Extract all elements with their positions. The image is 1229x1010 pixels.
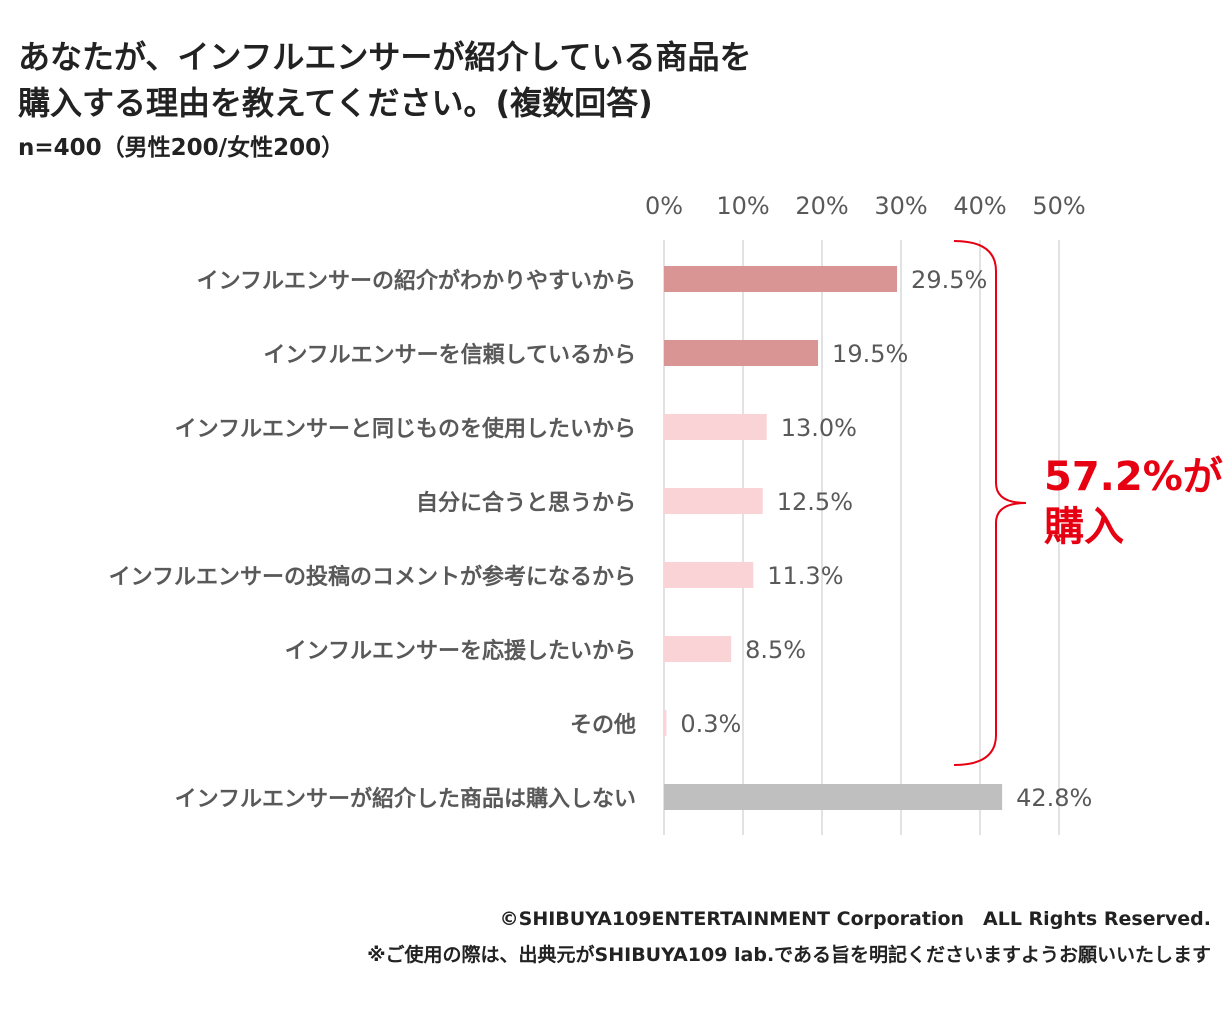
category-label: インフルエンサーの紹介がわかりやすいから	[197, 268, 636, 294]
bar	[664, 340, 819, 366]
annotation-line1: 57.2%が	[1044, 454, 1223, 500]
copyright-notice: ©SHIBUYA109ENTERTAINMENT Corporation ALL…	[499, 908, 1211, 930]
value-label: 12.5%	[777, 488, 853, 516]
bar	[664, 784, 1003, 810]
x-tick-label: 40%	[953, 192, 1006, 220]
category-label: その他	[570, 713, 636, 738]
bar	[664, 636, 732, 662]
value-label: 19.5%	[832, 340, 908, 368]
category-label: インフルエンサーの投稿のコメントが参考になるから	[109, 564, 636, 590]
value-label: 11.3%	[767, 562, 843, 590]
x-tick-label: 0%	[645, 192, 683, 220]
value-label: 0.3%	[680, 710, 741, 738]
bar-chart: 0% 10% 20% 30% 40% 50% インフルエンサーの紹介がわかりやすいからイン…	[109, 192, 1223, 835]
category-label: インフルエンサーを応援したいから	[285, 638, 636, 664]
category-label: インフルエンサーが紹介した商品は購入しない	[175, 786, 636, 812]
value-label: 42.8%	[1016, 784, 1092, 812]
bar	[664, 266, 898, 292]
bar	[664, 710, 667, 736]
bar	[664, 414, 767, 440]
category-label: インフルエンサーと同じものを使用したいから	[175, 417, 636, 442]
value-label: 29.5%	[911, 266, 987, 294]
bracket	[953, 240, 1027, 766]
bar	[664, 562, 754, 588]
annotation-line2: 購入	[1044, 504, 1124, 550]
x-tick-label: 20%	[795, 192, 848, 220]
chart-title-line1: あなたが、インフルエンサーが紹介している商品を	[18, 38, 752, 76]
x-tick-label: 10%	[716, 192, 769, 220]
x-tick-label: 50%	[1032, 192, 1085, 220]
value-label: 13.0%	[781, 414, 857, 442]
sample-size-subtitle: n=400（男性200/女性200）	[18, 135, 345, 161]
usage-notice: ※ご使用の際は、出典元がSHIBUYA109 lab.である旨を明記くださいます…	[367, 944, 1211, 966]
chart-title-line2: 購入する理由を教えてください。(複数回答)	[18, 84, 653, 122]
category-label: インフルエンサーを信頼しているから	[263, 342, 636, 368]
chart-title: あなたが、インフルエンサーが紹介している商品を 購入する理由を教えてください。(…	[18, 34, 751, 126]
x-tick-label: 30%	[874, 192, 927, 220]
value-label: 8.5%	[745, 636, 806, 664]
bar	[664, 488, 763, 514]
category-label: 自分に合うと思うから	[416, 490, 636, 516]
